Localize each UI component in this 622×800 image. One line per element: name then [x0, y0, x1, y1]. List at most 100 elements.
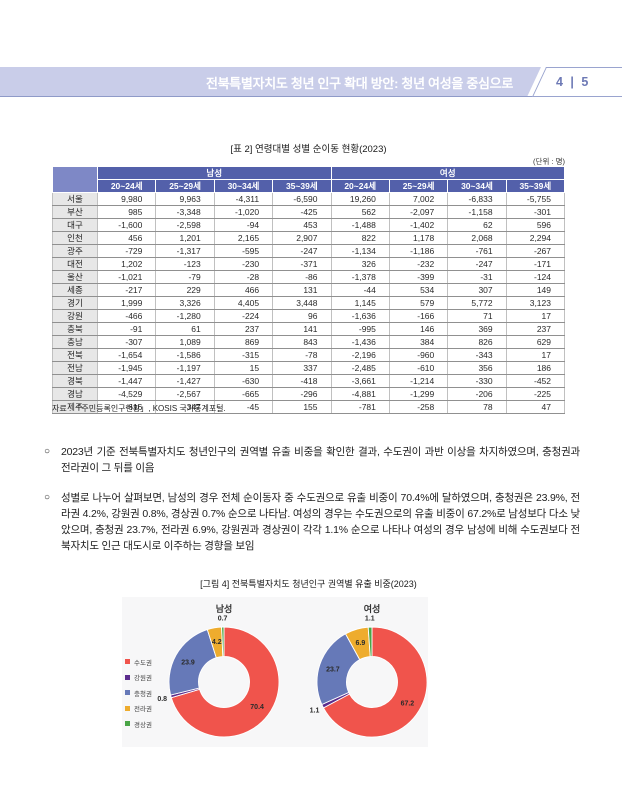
table-caption: [표 2] 연령대별 성별 순이동 현황(2023): [230, 144, 387, 155]
slice-value-label: 23.9: [181, 659, 195, 666]
value-cell: 62: [447, 218, 507, 232]
value-cell: 146: [388, 322, 449, 336]
value-cell: -330: [447, 374, 507, 388]
table-unit-label: (단위 : 명): [533, 157, 565, 166]
region-cell: 경기: [52, 296, 98, 310]
value-cell: 155: [272, 400, 332, 414]
region-cell: 세종: [52, 283, 98, 297]
slice-value-label: 0.7: [218, 616, 228, 623]
region-cell: 경남: [52, 387, 98, 401]
value-cell: -124: [505, 270, 566, 284]
bullet-marker: ○: [44, 446, 51, 457]
value-cell: 822: [330, 231, 390, 245]
value-cell: -616: [96, 400, 157, 414]
value-cell: -1,020: [213, 205, 274, 219]
value-cell: -1,488: [330, 218, 390, 232]
value-cell: 78: [447, 400, 507, 414]
slice-value-label: 67.2: [401, 701, 415, 708]
region-cell: 전남: [52, 361, 98, 375]
value-cell: 1,089: [155, 335, 215, 349]
value-cell: -781: [330, 400, 390, 414]
value-cell: -2,485: [330, 361, 390, 375]
value-cell: 384: [388, 335, 449, 349]
value-cell: -232: [388, 257, 449, 271]
value-cell: 453: [272, 218, 332, 232]
value-cell: 1,145: [330, 296, 390, 310]
chart-legend: 수도권 강원권 충청권 전라권 경상권: [125, 654, 152, 732]
value-cell: 5,772: [447, 296, 507, 310]
value-cell: -225: [505, 387, 566, 401]
region-cell: 서울: [52, 192, 98, 206]
region-cell: 충남: [52, 335, 98, 349]
value-cell: -217: [96, 283, 157, 297]
value-cell: -224: [213, 309, 274, 323]
value-cell: -452: [505, 374, 566, 388]
legend-label: 수도권: [134, 659, 152, 667]
table-row: 전남 -1,945 -1,197 15 337 -2,485 -610 356 186: [52, 361, 566, 375]
value-cell: 307: [447, 283, 507, 297]
legend-swatch-icon: [125, 721, 130, 727]
value-cell: 17: [505, 309, 566, 323]
value-cell: -307: [96, 335, 157, 349]
table-row: 울산 -1,021 -79 -28 -86 -1,378 -399 -31 -124: [52, 270, 566, 284]
value-cell: -247: [447, 257, 507, 271]
table-row: 대전 1,202 -123 -230 -371 326 -232 -247 -171: [52, 257, 566, 271]
legend-label: 경상권: [134, 721, 152, 729]
value-cell: -1,158: [447, 205, 507, 219]
table-group-header: 여성: [330, 166, 565, 180]
value-cell: 1,999: [96, 296, 157, 310]
value-cell: -4,529: [96, 387, 157, 401]
table-row: 대구 -1,600 -2,598 -94 453 -1,488 -1,402 62 596: [52, 218, 566, 232]
table-age-header: 20~24세: [96, 179, 157, 193]
value-cell: -3,348: [155, 205, 215, 219]
value-cell: -1,586: [155, 348, 215, 362]
value-cell: -371: [272, 257, 332, 271]
value-cell: -2,196: [330, 348, 390, 362]
value-cell: -31: [447, 270, 507, 284]
table-row: 세종 -217 229 466 131 -44 534 307 149: [52, 283, 566, 297]
legend-item: 수도권: [125, 654, 152, 670]
value-cell: -729: [96, 244, 157, 258]
value-cell: 237: [505, 322, 566, 336]
value-cell: -995: [330, 322, 390, 336]
value-cell: 562: [330, 205, 390, 219]
value-cell: -1,134: [330, 244, 390, 258]
bullet-paragraph: ○ 2023년 기준 전북특별자치도 청년인구의 권역별 유출 비중을 확인한 결…: [44, 444, 580, 476]
value-cell: 9,980: [96, 192, 157, 206]
value-cell: 229: [155, 283, 215, 297]
table-row: 경북 -1,447 -1,427 -630 -418 -3,661 -1,214 -330 -4…: [52, 374, 566, 388]
value-cell: 47: [505, 400, 566, 414]
value-cell: 466: [213, 283, 274, 297]
table-age-header: 25~29세: [155, 179, 215, 193]
value-cell: 149: [505, 283, 566, 297]
slice-value-label: 6.9: [356, 640, 366, 647]
value-cell: 7,002: [388, 192, 449, 206]
value-cell: 1,202: [96, 257, 157, 271]
table-corner-cell: [52, 166, 98, 193]
value-cell: -171: [505, 257, 566, 271]
value-cell: -4,311: [213, 192, 274, 206]
value-cell: -665: [213, 387, 274, 401]
bullet-marker: ○: [44, 492, 51, 503]
value-cell: -44: [330, 283, 390, 297]
value-cell: 1,178: [388, 231, 449, 245]
donut-slice: [367, 626, 373, 658]
value-cell: -79: [155, 270, 215, 284]
value-cell: -960: [388, 348, 449, 362]
value-cell: -1,436: [330, 335, 390, 349]
value-cell: 1,201: [155, 231, 215, 245]
slice-value-label: 70.4: [250, 704, 264, 711]
bullet-text: 성별로 나누어 살펴보면, 남성의 경우 전체 순이동자 중 수도권으로 유출 …: [61, 492, 580, 552]
value-cell: 61: [155, 322, 215, 336]
value-cell: -1,280: [155, 309, 215, 323]
region-cell: 충북: [52, 322, 98, 336]
value-cell: -425: [272, 205, 332, 219]
slice-value-label: 4.2: [212, 639, 222, 646]
value-cell: 534: [388, 283, 449, 297]
value-cell: -296: [272, 387, 332, 401]
page-number: 4 | 5: [556, 75, 591, 89]
legend-label: 강원권: [134, 675, 152, 683]
value-cell: 9,963: [155, 192, 215, 206]
value-cell: 369: [447, 322, 507, 336]
